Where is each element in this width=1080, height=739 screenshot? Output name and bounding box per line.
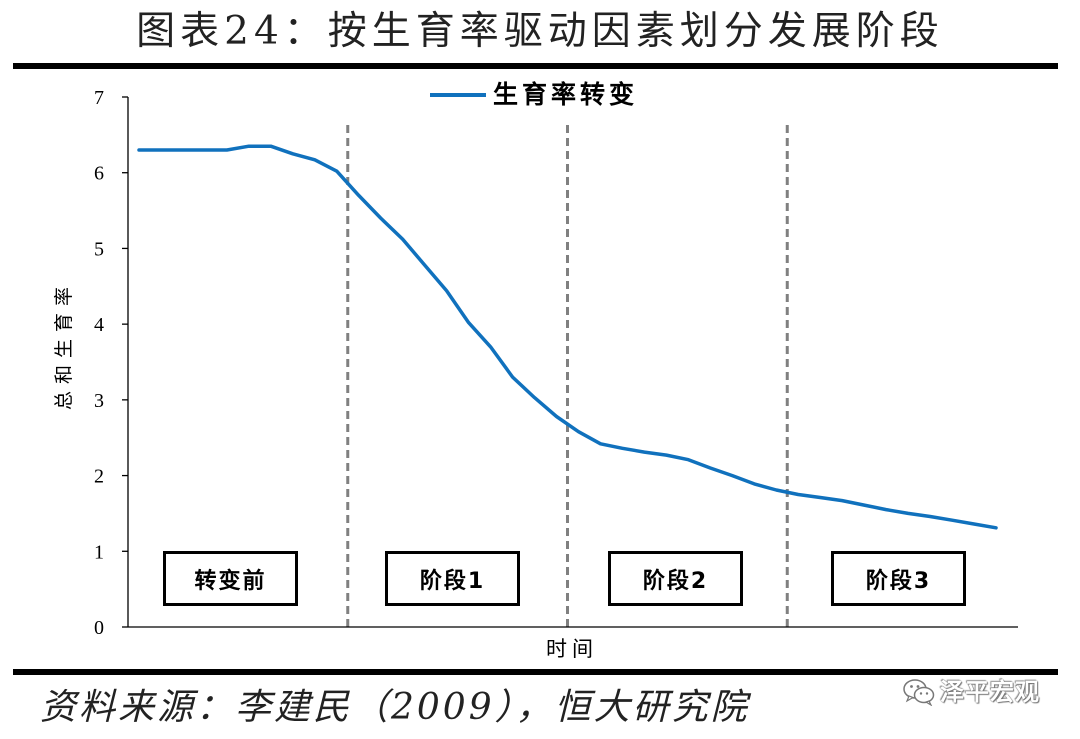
stage-label: 阶段3 bbox=[865, 568, 932, 594]
stage-box-pre-transition: 转变前 bbox=[163, 551, 298, 606]
y-tick-label: 6 bbox=[94, 163, 104, 185]
watermark-text: 泽平宏观 bbox=[940, 678, 1040, 706]
top-rule bbox=[13, 63, 1058, 69]
y-tick-label: 1 bbox=[94, 541, 104, 563]
stage-box-2: 阶段2 bbox=[608, 551, 743, 606]
chart-title: 图表24：按生育率驱动因素划分发展阶段 bbox=[136, 9, 944, 54]
y-tick-label: 0 bbox=[94, 617, 104, 639]
y-tick-label: 3 bbox=[94, 390, 104, 412]
legend-label: 生育率转变 bbox=[493, 80, 639, 109]
stage-box-3: 阶段3 bbox=[831, 551, 966, 606]
y-axis-label: 总和生育率 bbox=[53, 279, 75, 411]
bottom-rule bbox=[13, 669, 1058, 675]
stage-label: 阶段2 bbox=[642, 568, 709, 594]
series-line-fertility-transition bbox=[137, 144, 998, 530]
stage-label: 阶段1 bbox=[419, 568, 486, 594]
source-note: 资料来源：李建民（2009），恒大研究院 bbox=[40, 687, 750, 728]
stage-box-1: 阶段1 bbox=[385, 551, 520, 606]
legend-line-swatch bbox=[430, 93, 486, 97]
wechat-icon bbox=[903, 679, 935, 706]
watermark: 泽平宏观 bbox=[903, 677, 1040, 707]
x-axis-label: 时间 bbox=[546, 637, 598, 661]
y-tick-label: 2 bbox=[94, 466, 104, 488]
legend: 生育率转变 bbox=[430, 80, 638, 110]
y-tick-label: 5 bbox=[94, 238, 104, 260]
y-tick-label: 7 bbox=[94, 87, 104, 109]
y-tick-label: 4 bbox=[94, 314, 104, 336]
stage-label: 转变前 bbox=[194, 568, 267, 594]
